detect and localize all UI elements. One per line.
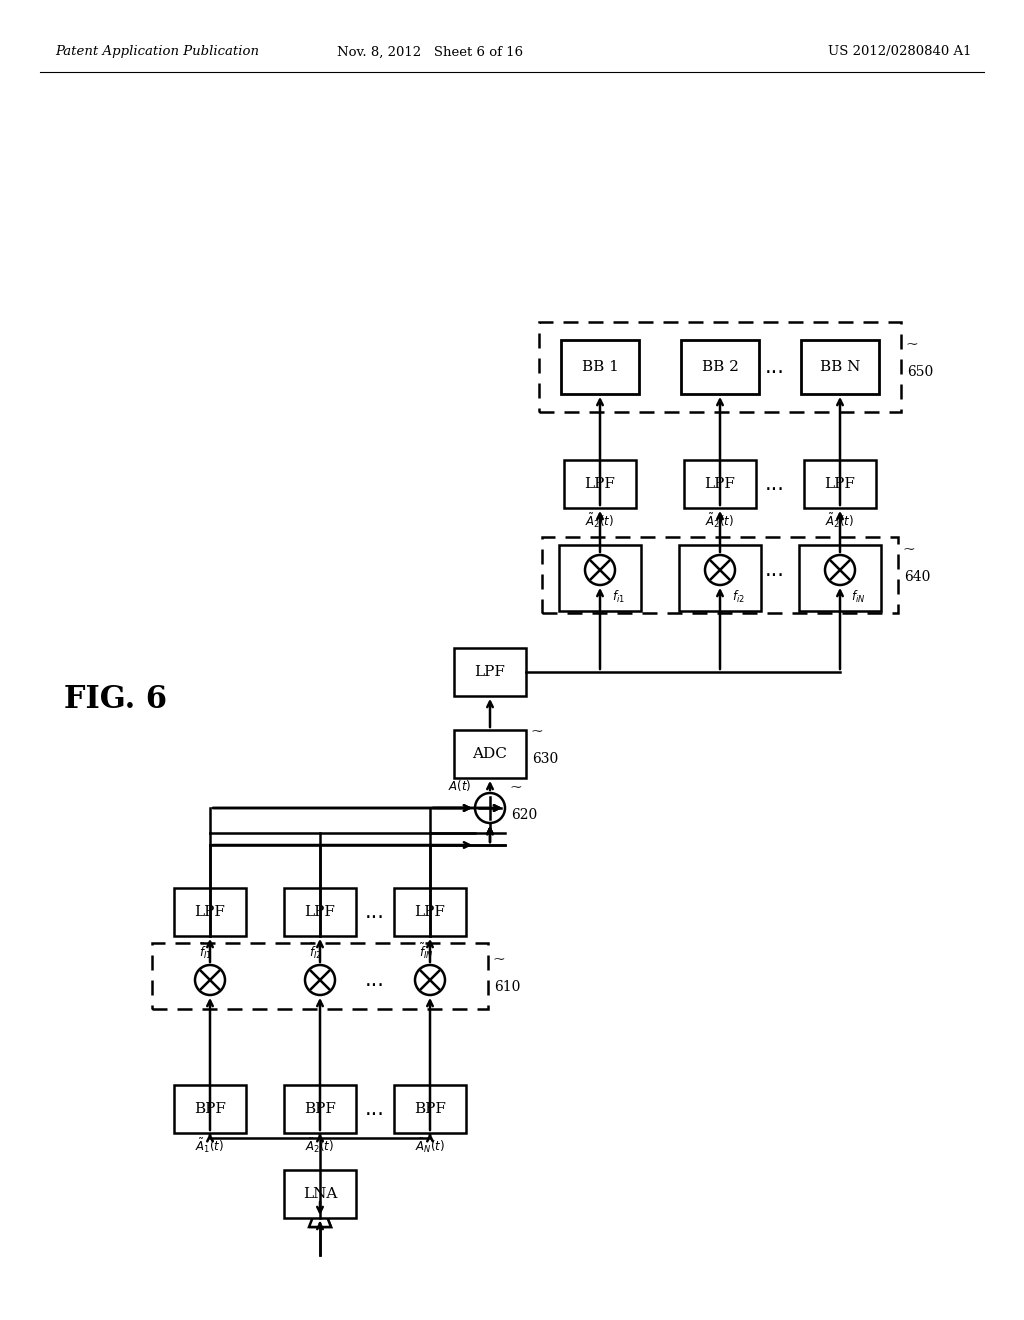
Text: LPF: LPF [824,477,855,491]
Text: $f_{i1}$: $f_{i1}$ [611,589,625,605]
Text: ...: ... [366,970,385,990]
Text: BPF: BPF [414,1102,445,1115]
Text: $\tilde{A}_1(t)$: $\tilde{A}_1(t)$ [196,1137,224,1155]
Circle shape [305,965,335,995]
Text: ...: ... [366,1100,385,1119]
Bar [174,888,246,936]
Text: ~: ~ [509,781,522,795]
Text: ~: ~ [530,725,543,739]
Bar [804,459,876,508]
Circle shape [475,793,505,822]
Text: Nov. 8, 2012   Sheet 6 of 16: Nov. 8, 2012 Sheet 6 of 16 [337,45,523,58]
Text: 640: 640 [904,570,931,583]
Text: $\tilde{f}_{I1}$: $\tilde{f}_{I1}$ [200,941,213,961]
Bar [564,459,636,508]
Text: $\tilde{A}_2(t)$: $\tilde{A}_2(t)$ [586,512,614,531]
Text: US 2012/0280840 A1: US 2012/0280840 A1 [828,45,972,58]
Bar [284,888,356,936]
Bar [681,341,759,393]
Bar [684,459,756,508]
Bar [284,1085,356,1133]
Bar [539,322,901,412]
Text: FIG. 6: FIG. 6 [63,685,167,715]
Text: ...: ... [366,902,385,921]
Text: $\tilde{A}_2(t)$: $\tilde{A}_2(t)$ [305,1137,335,1155]
Text: 650: 650 [907,366,933,379]
Circle shape [585,554,615,585]
Text: LPF: LPF [195,906,225,919]
Text: $\tilde{f}_{IN}$: $\tilde{f}_{IN}$ [419,941,433,961]
Circle shape [195,965,225,995]
Polygon shape [309,1199,331,1228]
Text: BB N: BB N [820,360,860,374]
Bar [284,1170,356,1218]
Text: $\tilde{A}_2(t)$: $\tilde{A}_2(t)$ [706,512,734,531]
Bar [454,648,526,696]
Text: $f_{i2}$: $f_{i2}$ [731,589,744,605]
Bar [152,942,488,1008]
Text: ~: ~ [902,543,914,557]
Text: ...: ... [765,474,785,494]
Text: BB 1: BB 1 [582,360,618,374]
Text: $\tilde{A}_2(t)$: $\tilde{A}_2(t)$ [825,512,855,531]
Bar [174,1085,246,1133]
Bar [679,545,761,611]
Circle shape [415,965,445,995]
Text: LPF: LPF [705,477,735,491]
Text: ...: ... [765,356,785,378]
Text: 610: 610 [494,979,520,994]
Bar [394,1085,466,1133]
Text: $\tilde{f}_{I2}$: $\tilde{f}_{I2}$ [309,941,323,961]
Text: LNA: LNA [303,1187,337,1201]
Bar [561,341,639,393]
Text: 630: 630 [532,752,558,766]
Text: BPF: BPF [195,1102,226,1115]
Text: Patent Application Publication: Patent Application Publication [55,45,259,58]
Text: $f_{iN}$: $f_{iN}$ [851,589,865,605]
Text: LPF: LPF [304,906,336,919]
Text: BPF: BPF [304,1102,336,1115]
Text: BB 2: BB 2 [701,360,738,374]
Text: ADC: ADC [472,747,508,762]
Text: $A(t)$: $A(t)$ [447,777,471,793]
Text: 620: 620 [511,808,538,822]
Text: LPF: LPF [415,906,445,919]
Bar [801,341,879,393]
Bar [559,545,641,611]
Text: ~: ~ [492,953,505,968]
Text: LPF: LPF [585,477,615,491]
Circle shape [705,554,735,585]
Bar [454,730,526,777]
Text: $\tilde{A}_N(t)$: $\tilde{A}_N(t)$ [415,1137,445,1155]
Bar [394,888,466,936]
Bar [542,537,898,612]
Circle shape [825,554,855,585]
Text: LPF: LPF [474,665,506,678]
Bar [799,545,881,611]
Text: ...: ... [765,560,785,579]
Text: ~: ~ [905,338,918,352]
